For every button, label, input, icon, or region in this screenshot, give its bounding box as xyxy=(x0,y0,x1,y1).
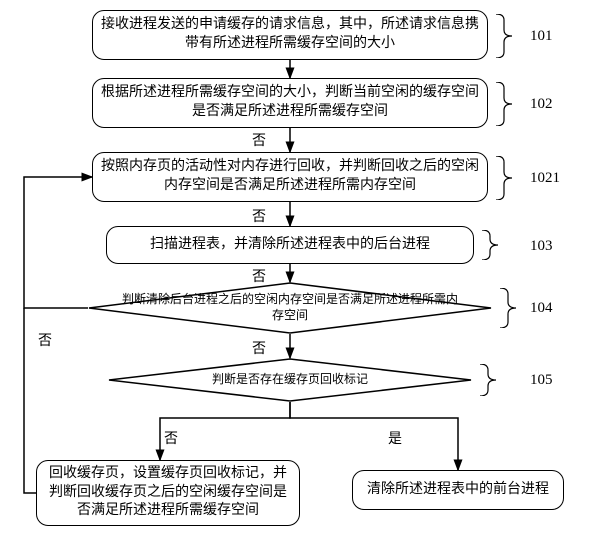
brace-0 xyxy=(496,14,514,58)
node-text: 回收缓存页，设置缓存页回收标记，并判断回收缓存页之后的空闲缓存空间是否满足所述进… xyxy=(45,465,291,522)
brace-2 xyxy=(496,156,514,200)
step-label-l103: 103 xyxy=(530,238,553,255)
node-n1021: 按照内存页的活动性对内存进行回收，并判断回收之后的空闲内存空间是否满足所述进程所… xyxy=(92,152,488,202)
edge-label-e4: 否 xyxy=(252,338,266,358)
node-text: 按照内存页的活动性对内存进行回收，并判断回收之后的空闲内存空间是否满足所述进程所… xyxy=(101,158,479,196)
node-text: 根据所述进程所需缓存空间的大小，判断当前空闲的缓存空间是否满足所述进程所需缓存空… xyxy=(101,84,479,122)
node-n101: 接收进程发送的申请缓存的请求信息，其中，所述请求信息携带有所述进程所需缓存空间的… xyxy=(92,10,488,60)
node-n103: 扫描进程表，并清除所述进程表中的后台进程 xyxy=(106,226,474,264)
step-label-l105: 105 xyxy=(530,372,553,389)
edge-label-e7: 是 xyxy=(388,428,402,448)
node-text: 扫描进程表，并清除所述进程表中的后台进程 xyxy=(150,236,430,255)
node-n104: 判断清除后台进程之后的空闲内存空间是否满足所述进程所需内存空间 xyxy=(88,282,492,334)
step-label-l102: 102 xyxy=(530,96,553,113)
node-text: 判断清除后台进程之后的空闲内存空间是否满足所述进程所需内存空间 xyxy=(118,292,462,323)
node-text: 接收进程发送的申请缓存的请求信息，其中，所述请求信息携带有所述进程所需缓存空间的… xyxy=(101,16,479,54)
node-n102: 根据所述进程所需缓存空间的大小，判断当前空闲的缓存空间是否满足所述进程所需缓存空… xyxy=(92,78,488,128)
step-label-l101: 101 xyxy=(530,28,553,45)
brace-1 xyxy=(496,82,514,126)
node-text: 判断是否存在缓存页回收标记 xyxy=(212,372,368,388)
edge-label-e2: 否 xyxy=(252,206,266,226)
edge-label-e1: 否 xyxy=(252,130,266,150)
edge-label-e5: 否 xyxy=(38,330,52,350)
node-n105: 判断是否存在缓存页回收标记 xyxy=(108,358,472,402)
edge-label-e3: 否 xyxy=(252,266,266,286)
node-text: 清除所述进程表中的前台进程 xyxy=(367,481,549,500)
edge-label-e6: 否 xyxy=(164,428,178,448)
brace-3 xyxy=(482,230,500,260)
node-nR: 清除所述进程表中的前台进程 xyxy=(352,470,564,510)
node-nL: 回收缓存页，设置缓存页回收标记，并判断回收缓存页之后的空闲缓存空间是否满足所述进… xyxy=(36,460,300,526)
brace-5 xyxy=(480,364,498,396)
step-label-l104: 104 xyxy=(530,300,553,317)
brace-4 xyxy=(500,288,518,328)
step-label-l1021: 1021 xyxy=(530,170,560,187)
